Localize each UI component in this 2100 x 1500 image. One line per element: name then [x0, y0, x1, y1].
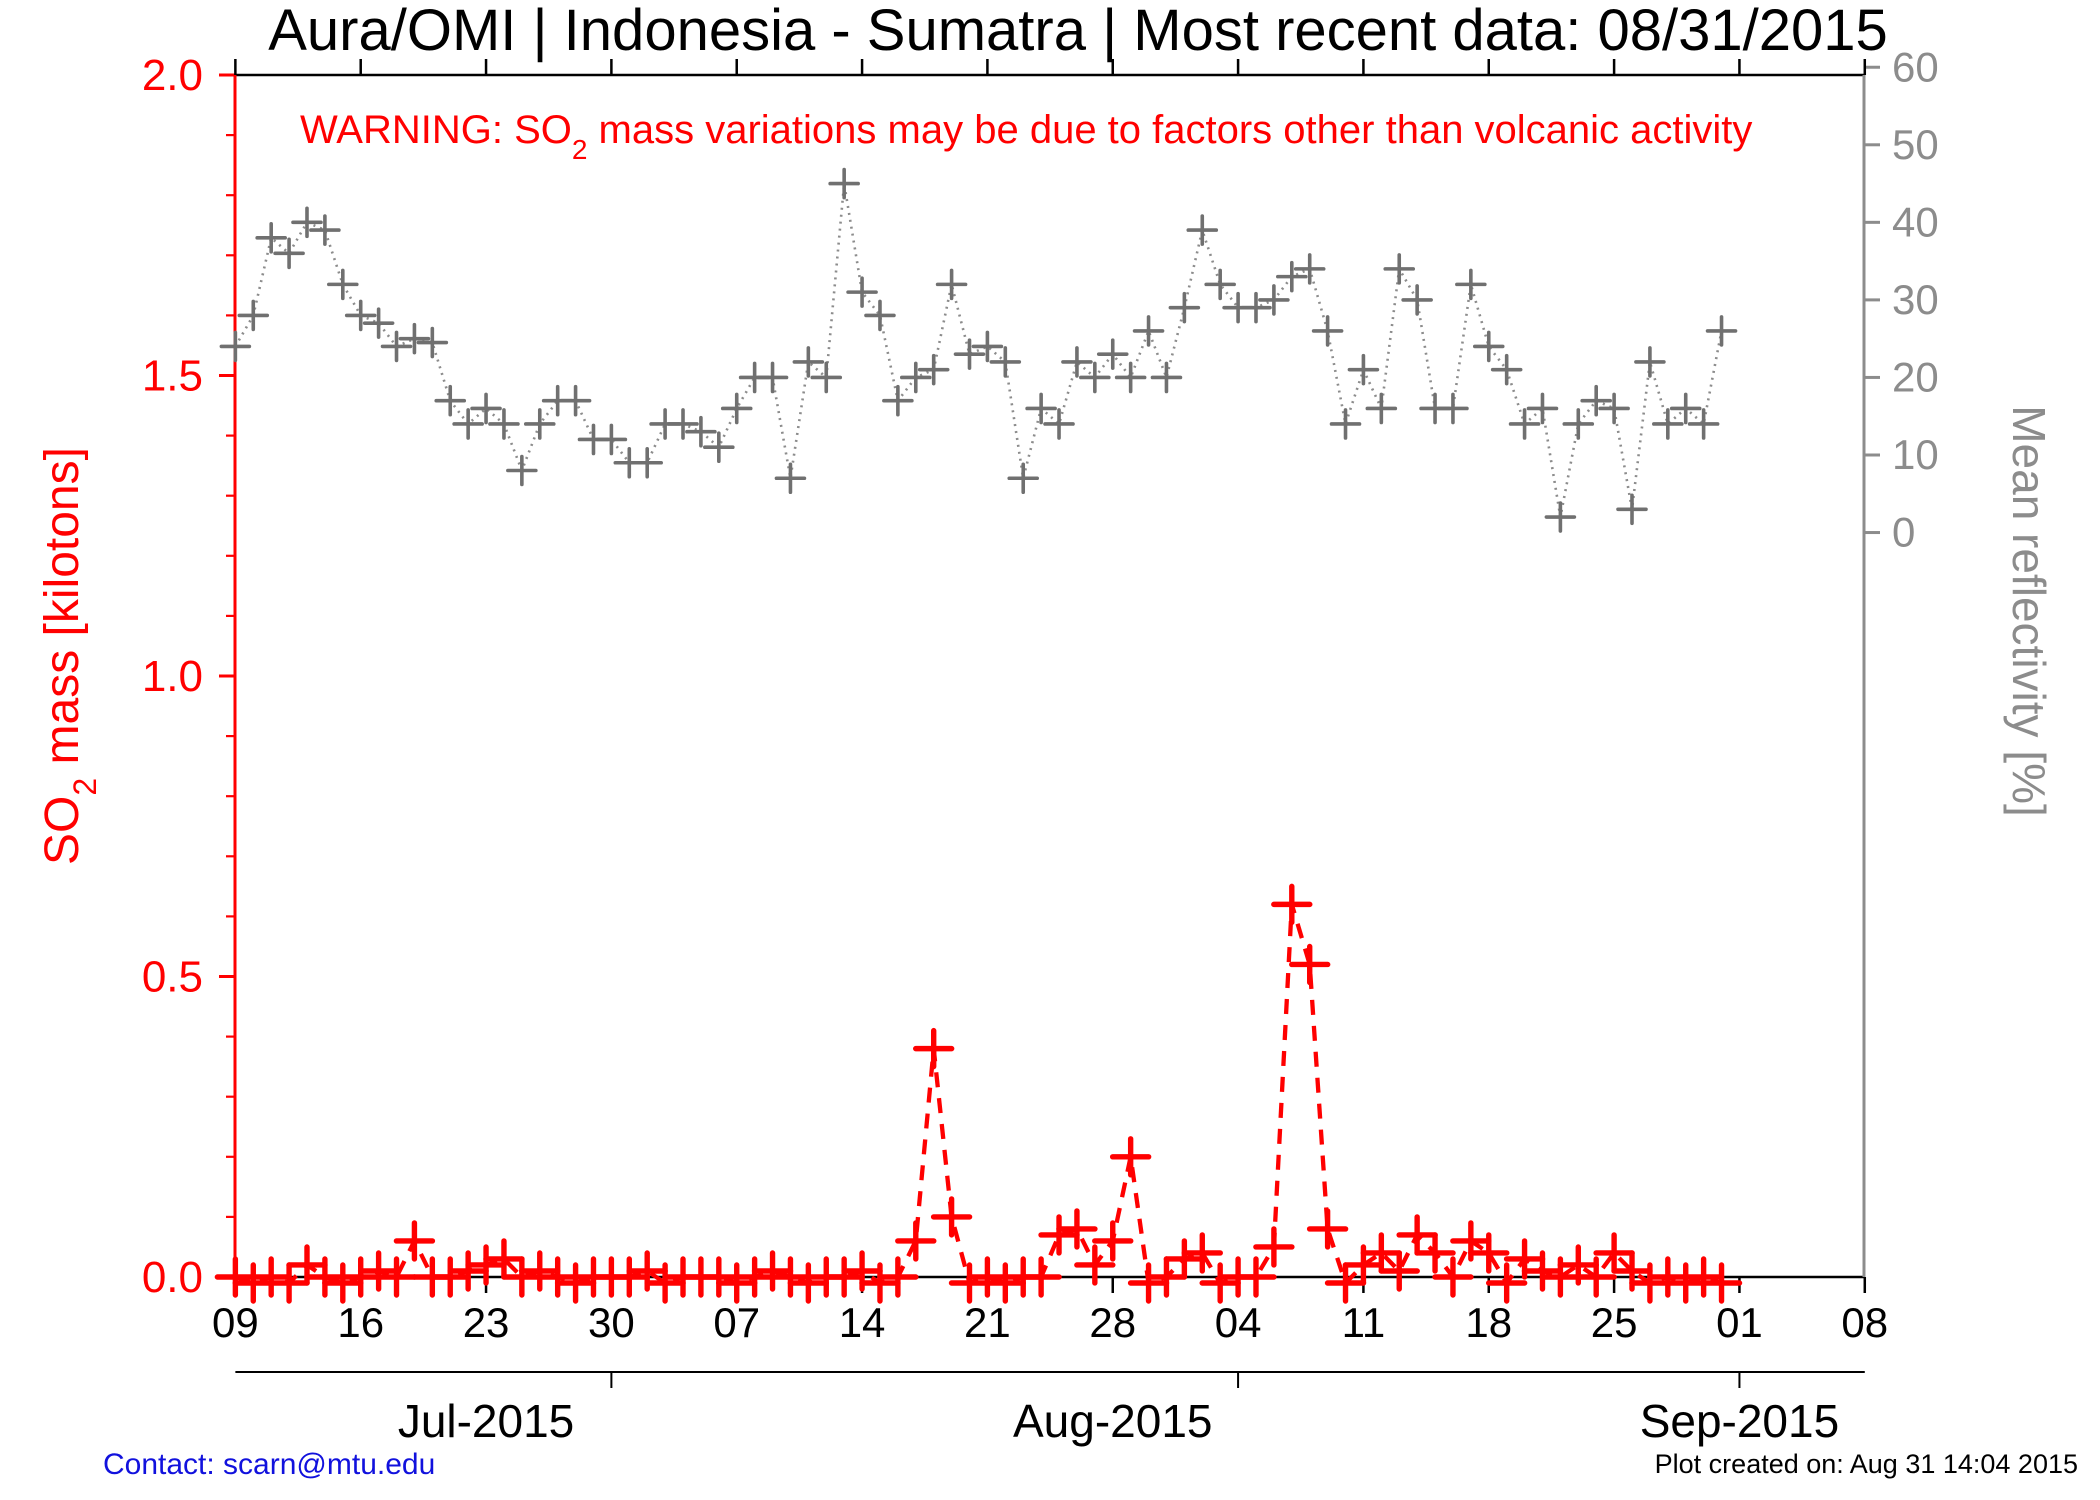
svg-text:30: 30 — [1892, 276, 1939, 323]
svg-text:0.0: 0.0 — [142, 1253, 203, 1302]
svg-text:16: 16 — [337, 1299, 384, 1346]
svg-text:2.0: 2.0 — [142, 51, 203, 100]
svg-text:28: 28 — [1089, 1299, 1136, 1346]
svg-text:Sep-2015: Sep-2015 — [1640, 1395, 1840, 1447]
svg-text:25: 25 — [1591, 1299, 1638, 1346]
svg-text:60: 60 — [1892, 43, 1939, 90]
svg-text:Contact: scarn@mtu.edu: Contact: scarn@mtu.edu — [103, 1448, 435, 1481]
svg-text:0: 0 — [1892, 509, 1915, 556]
svg-text:07: 07 — [713, 1299, 760, 1346]
svg-text:Plot created on: Aug 31 14:04: Plot created on: Aug 31 14:04 2015 — [1655, 1449, 2078, 1479]
svg-text:1.0: 1.0 — [142, 652, 203, 701]
svg-text:1.5: 1.5 — [142, 352, 203, 401]
svg-text:01: 01 — [1716, 1299, 1763, 1346]
svg-text:09: 09 — [212, 1299, 259, 1346]
svg-text:20: 20 — [1892, 353, 1939, 400]
svg-text:50: 50 — [1892, 121, 1939, 168]
svg-text:08: 08 — [1841, 1299, 1888, 1346]
svg-text:21: 21 — [964, 1299, 1011, 1346]
svg-text:04: 04 — [1215, 1299, 1262, 1346]
svg-text:0.5: 0.5 — [142, 953, 203, 1002]
svg-text:Mean reflectivity [%]: Mean reflectivity [%] — [2003, 405, 2055, 817]
svg-text:40: 40 — [1892, 198, 1939, 245]
svg-text:10: 10 — [1892, 431, 1939, 478]
svg-text:30: 30 — [588, 1299, 635, 1346]
svg-text:Aura/OMI | Indonesia - Sumatra: Aura/OMI | Indonesia - Sumatra | Most re… — [268, 0, 1888, 63]
svg-text:11: 11 — [1342, 1299, 1386, 1346]
svg-text:Aug-2015: Aug-2015 — [1013, 1395, 1213, 1447]
svg-text:Jul-2015: Jul-2015 — [398, 1395, 574, 1447]
svg-text:23: 23 — [463, 1299, 510, 1346]
svg-text:18: 18 — [1465, 1299, 1512, 1346]
svg-text:14: 14 — [839, 1299, 886, 1346]
